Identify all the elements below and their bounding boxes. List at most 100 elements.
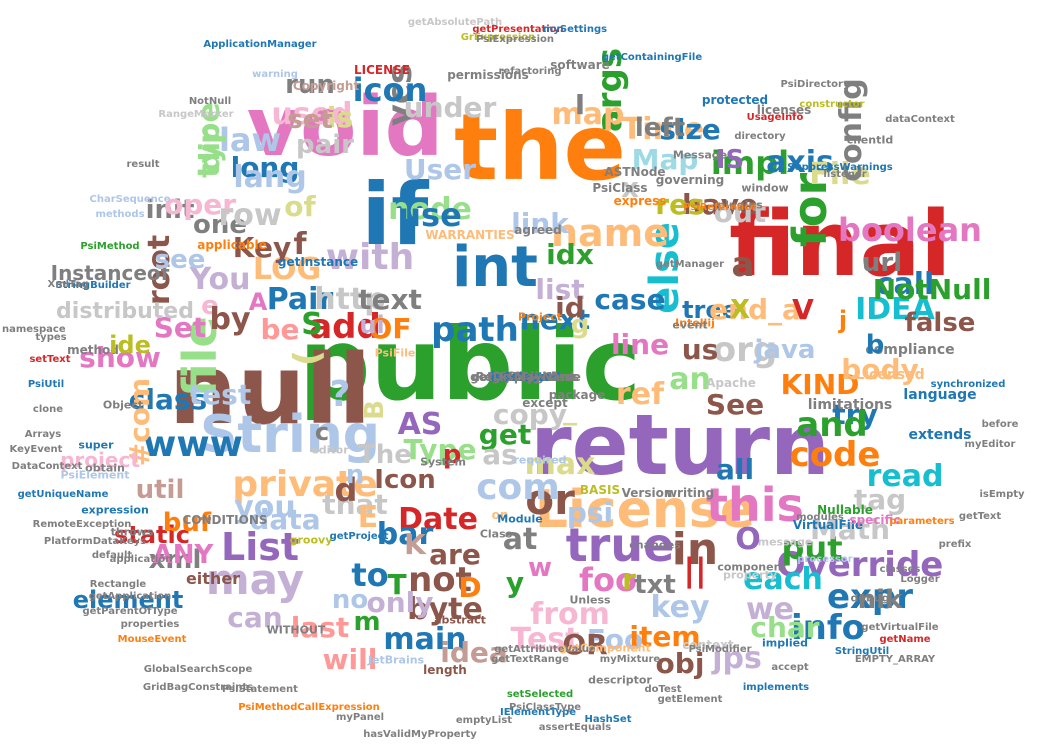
word-language: language — [903, 387, 977, 403]
word-url: url — [861, 248, 903, 278]
word-a: A — [248, 288, 268, 316]
word-containingclass: containingClass — [472, 369, 579, 384]
word-true: true — [565, 518, 675, 572]
word-f: f — [293, 227, 307, 262]
word-law: law — [218, 121, 282, 159]
word-message: Message — [672, 148, 728, 162]
word-throws: throws — [110, 525, 154, 539]
word-i: I — [574, 88, 586, 121]
word-be: be — [260, 313, 300, 346]
word-j: j — [838, 306, 848, 334]
word-last: last — [290, 611, 350, 644]
word-txt: txt — [634, 570, 676, 600]
word-oper: oper — [163, 188, 237, 221]
word-axis: axis — [766, 145, 834, 180]
word-required: required — [513, 453, 567, 467]
word-instanceof: Instanceof — [50, 261, 170, 285]
word-getinstance: getInstance — [277, 255, 359, 269]
word-may: may — [205, 555, 305, 604]
word-are: are — [429, 538, 481, 571]
word-hashset: HashSet — [584, 714, 632, 725]
word-with: with — [325, 237, 415, 278]
word-rectangle: Rectangle — [89, 579, 147, 590]
word-we: we — [745, 592, 795, 627]
word-d: D — [458, 571, 482, 604]
word-psimethod: PsiMethod — [80, 241, 140, 252]
word-emptylist: emptyList — [455, 715, 513, 726]
word-x: x — [620, 171, 640, 204]
word-link: link — [511, 207, 569, 240]
word-set: set — [287, 105, 333, 135]
word-impl: impl — [710, 144, 790, 182]
word-y: y — [505, 566, 525, 599]
word-expression: expression — [81, 503, 149, 517]
word-this: this — [706, 478, 804, 532]
word-ielementtype: IElementType — [500, 707, 576, 718]
word-w: w — [527, 553, 553, 583]
word-dir: dir — [193, 128, 226, 172]
word-settext: setText — [29, 354, 71, 365]
word-us: us — [681, 333, 719, 366]
word-set: Set — [153, 311, 207, 344]
word-as: as — [482, 438, 518, 471]
word-version: Version — [621, 486, 673, 500]
word-getproject: getProject — [329, 531, 389, 542]
word-types: types — [35, 332, 67, 343]
word-applicationmanager: ApplicationManager — [203, 39, 317, 50]
word-: _ — [563, 393, 577, 426]
word-row: row — [218, 198, 282, 233]
word-charsequence: CharSequence — [89, 194, 171, 205]
word-copy: copy — [492, 398, 568, 431]
word-the: The — [358, 440, 412, 470]
word-assertequals: assertEquals — [538, 722, 612, 733]
word-g: g — [570, 310, 590, 340]
word-express: express — [613, 194, 667, 208]
word-will: will — [322, 643, 378, 676]
word-message: message — [757, 535, 813, 549]
word-getattributevalue: getAttributeValue — [494, 644, 596, 655]
word-psifile: PsiFile — [374, 346, 416, 360]
word-p: p — [442, 440, 462, 470]
word-name: name — [550, 211, 670, 255]
word-see: See — [705, 388, 765, 421]
word-getparentoftype: getParentOfType — [82, 606, 178, 617]
word-conditions: CONDITIONS — [182, 513, 268, 527]
word-synchronized: synchronized — [930, 379, 1006, 390]
word-can: can — [227, 601, 283, 634]
word-license: License — [534, 480, 756, 540]
word-changes: changes — [629, 538, 681, 552]
word-parameters: parameters — [889, 516, 955, 527]
word-agreed: agreed — [514, 223, 562, 237]
word-init: init — [145, 195, 195, 225]
word-getapplication: getApplication — [88, 591, 172, 602]
word-descriptor: descriptor — [588, 673, 652, 687]
word-string: String — [199, 405, 381, 465]
word-before: before — [981, 419, 1019, 430]
word-abstract: abstract — [434, 613, 486, 627]
word-rangemarker: RangeMarker — [158, 109, 234, 120]
word-licensed: Licensed — [855, 367, 925, 383]
word-constructor: constructor — [799, 99, 865, 110]
word-virtualfile: VirtualFile — [792, 518, 864, 532]
word-psimethodcallexpression: PsiMethodCallExpression — [238, 702, 380, 713]
word-put: put — [781, 529, 843, 567]
word-clientid: clientId — [846, 133, 894, 147]
word-notnull: NotNull — [872, 273, 992, 306]
word-long: long — [230, 151, 300, 184]
word-add: add — [309, 307, 381, 347]
word-type: Type — [403, 433, 477, 466]
word-body: body — [841, 353, 919, 386]
word-key: key — [650, 590, 710, 625]
word-psidirectory: PsiDirectory — [780, 79, 850, 90]
word-length: length — [423, 663, 467, 677]
word-myeditor: myEditor — [964, 439, 1016, 450]
word-under: under — [403, 91, 497, 124]
word-case: case — [594, 283, 666, 316]
word-end-a: end_a — [709, 293, 801, 326]
word-basis: BASIS — [579, 483, 621, 497]
word-applicable: applicable — [197, 238, 267, 252]
word-the: the — [454, 94, 626, 201]
word-key: Key — [232, 231, 292, 264]
word-stringbuilder: StringBuilder — [55, 280, 131, 291]
